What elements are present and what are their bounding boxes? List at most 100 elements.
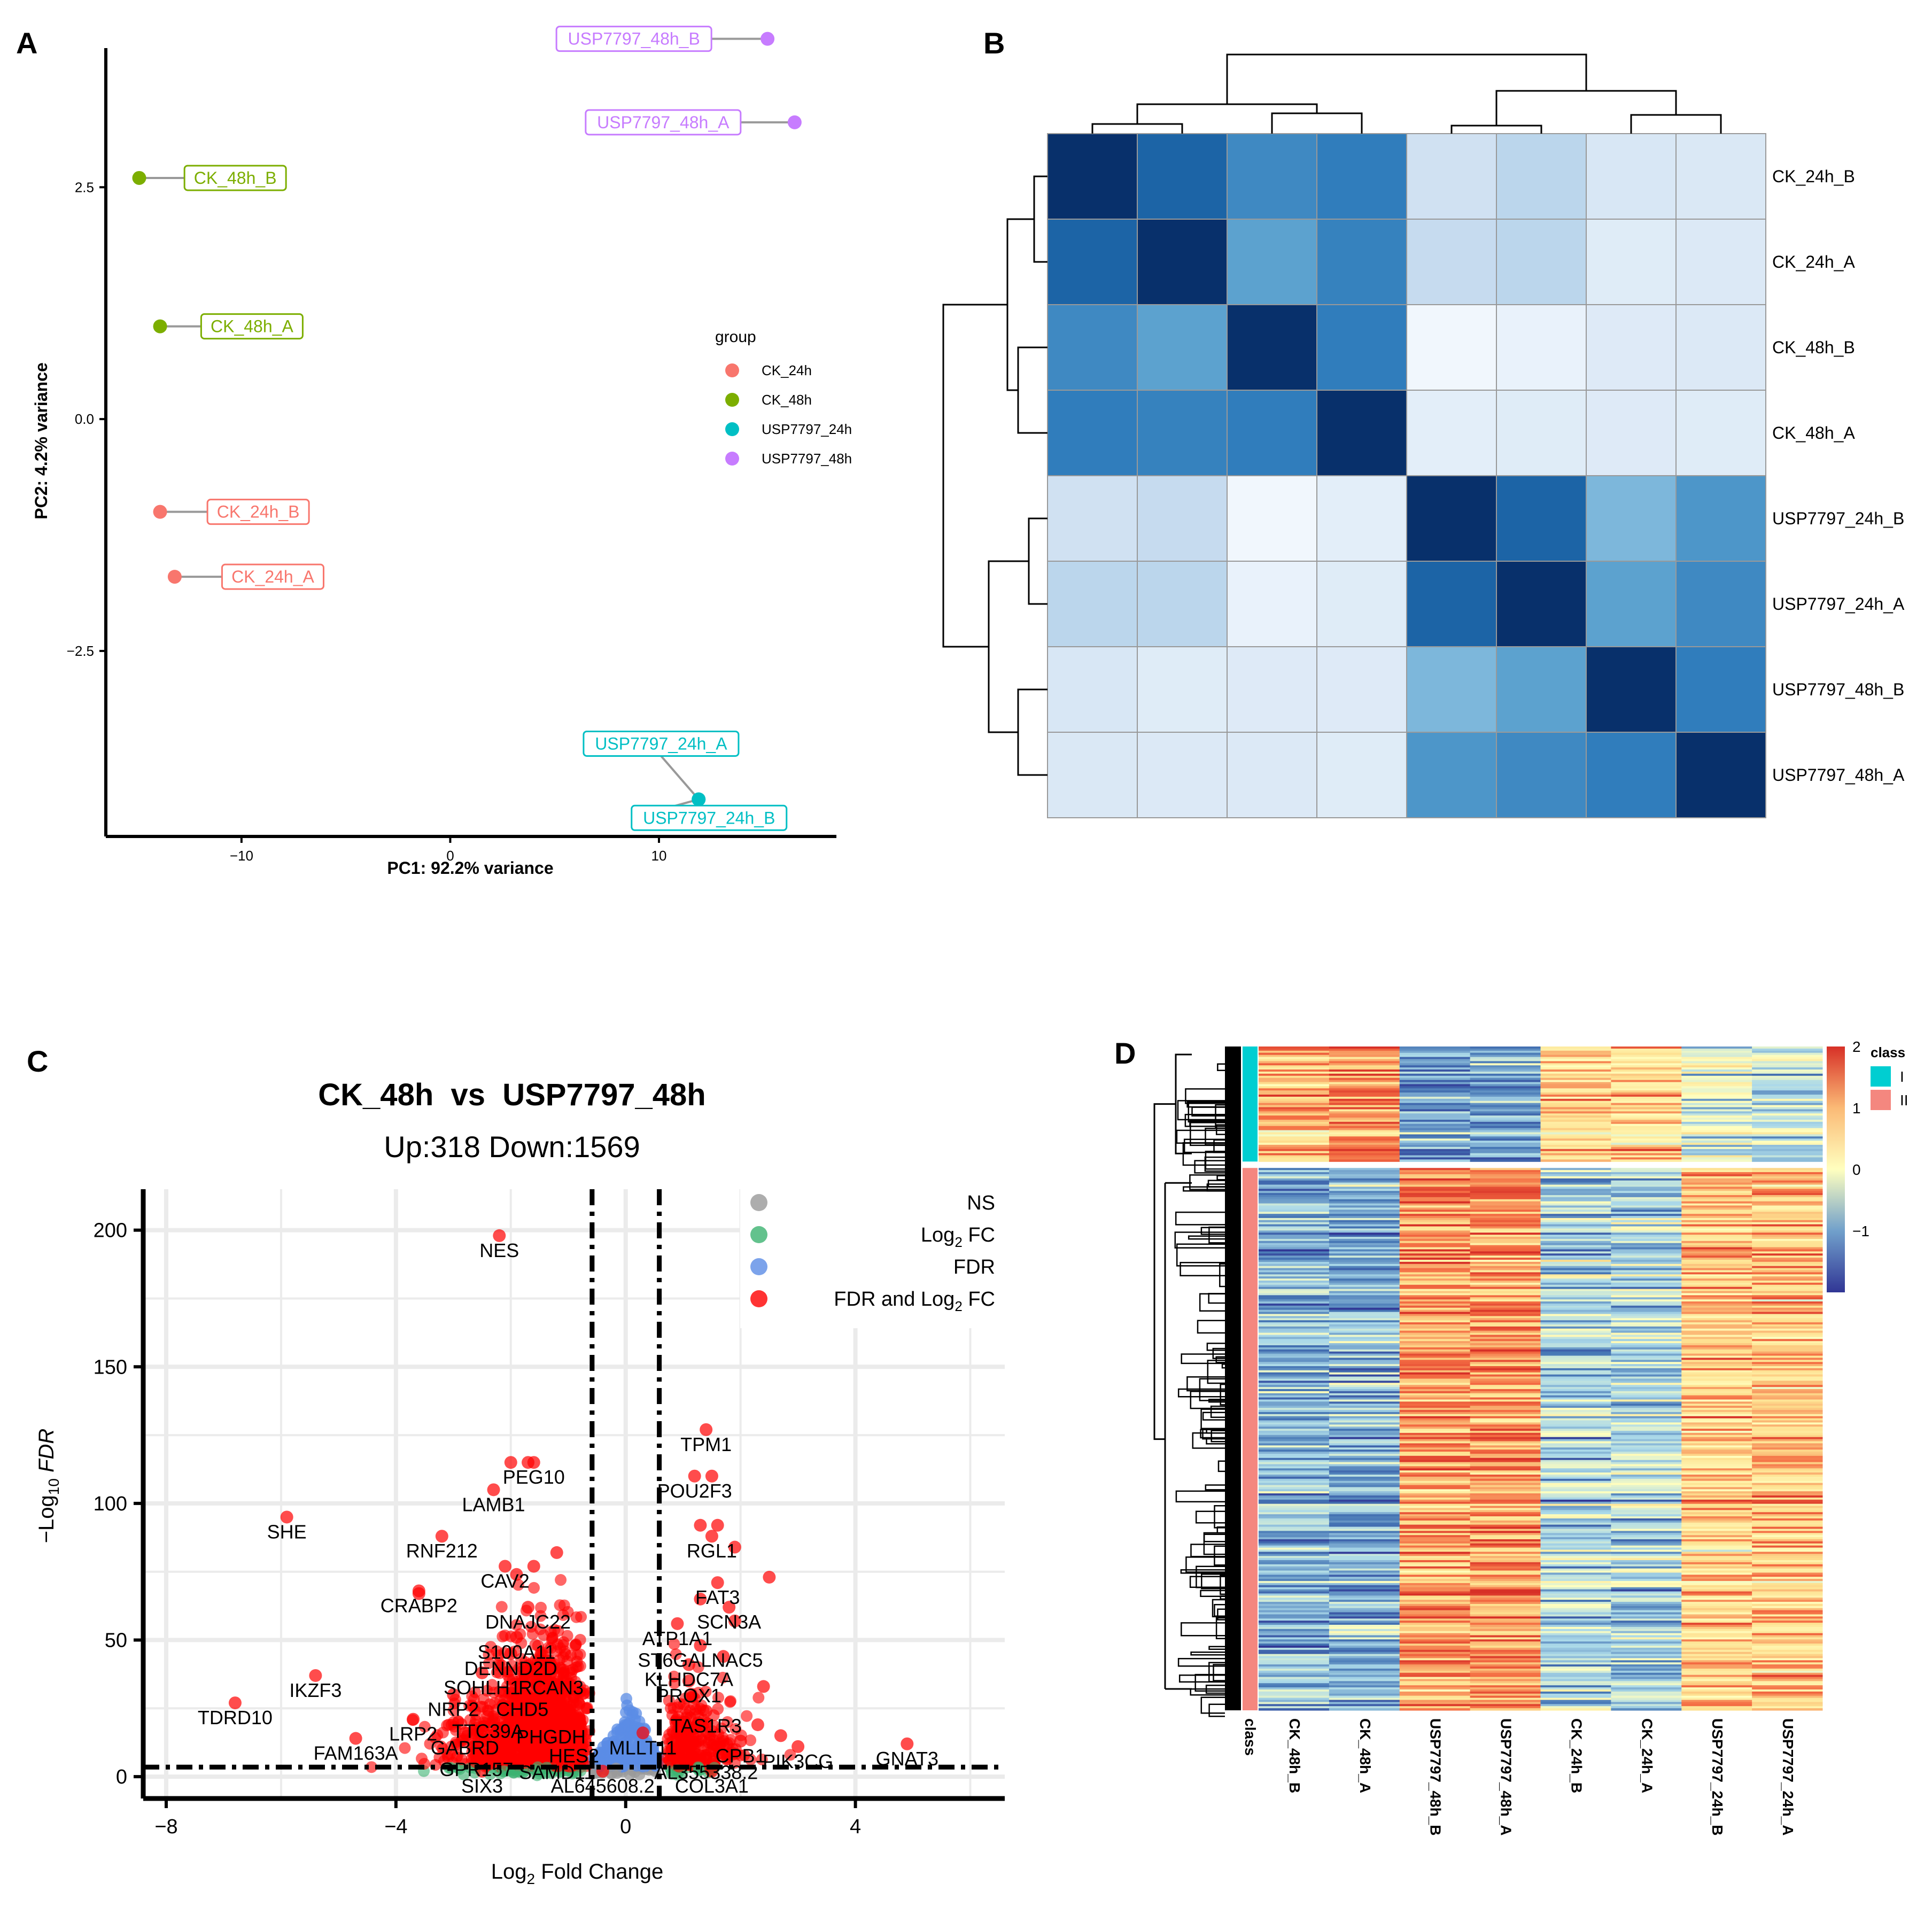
expression-cell: [1752, 1261, 1823, 1265]
expression-cell: [1329, 1497, 1400, 1500]
expression-cell: [1540, 1326, 1611, 1329]
expression-cell: [1540, 1429, 1611, 1431]
expression-cell: [1329, 1143, 1400, 1145]
correlation-cell: [1316, 732, 1407, 818]
correlation-cell: [1406, 561, 1497, 647]
expression-cell: [1540, 1205, 1611, 1208]
expression-cell: [1470, 1303, 1541, 1306]
expression-cell: [1752, 1529, 1823, 1531]
expression-cell: [1259, 1556, 1330, 1559]
expression-cell: [1540, 1210, 1611, 1212]
expression-cell: [1329, 1281, 1400, 1283]
correlation-cell: [1137, 304, 1228, 391]
expression-cell: [1681, 1281, 1752, 1283]
expression-cell: [1611, 1316, 1682, 1319]
expression-cell: [1681, 1149, 1752, 1152]
expression-cell: [1329, 1395, 1400, 1398]
expression-cell: [1259, 1220, 1330, 1223]
expression-cell: [1259, 1174, 1330, 1177]
expression-cell: [1259, 1193, 1330, 1196]
expression-cell: [1329, 1332, 1400, 1336]
expression-cell: [1259, 1629, 1330, 1632]
expression-cell: [1470, 1447, 1541, 1450]
expression-cell: [1681, 1347, 1752, 1350]
expression-cell: [1540, 1476, 1611, 1479]
expression-cell: [1329, 1691, 1400, 1694]
expression-cell: [1259, 1545, 1330, 1548]
expression-cell: [1470, 1199, 1541, 1202]
expression-cell: [1681, 1646, 1752, 1648]
expression-cell: [1752, 1547, 1823, 1551]
expression-cell: [1752, 1071, 1823, 1074]
expression-cell: [1752, 1516, 1823, 1519]
expression-cell: [1540, 1249, 1611, 1252]
expression-cell: [1470, 1138, 1541, 1141]
expression-cell: [1752, 1501, 1823, 1505]
expression-cell: [1259, 1328, 1330, 1331]
expression-cell: [1752, 1082, 1823, 1085]
expression-cell: [1259, 1612, 1330, 1615]
expression-cell: [1611, 1347, 1682, 1350]
expression-cell: [1259, 1241, 1330, 1244]
expression-cell: [1329, 1687, 1400, 1690]
expression-cell: [1259, 1535, 1330, 1538]
expression-cell: [1329, 1358, 1400, 1360]
expression-cell: [1611, 1414, 1682, 1417]
expression-cell: [1681, 1566, 1752, 1569]
expression-cell: [1329, 1235, 1400, 1237]
expression-cell: [1681, 1057, 1752, 1060]
expression-cell: [1752, 1282, 1823, 1285]
expression-cell: [1540, 1364, 1611, 1367]
expression-cell: [1611, 1263, 1682, 1267]
expression-cell: [1329, 1330, 1400, 1334]
expression-cell: [1681, 1683, 1752, 1686]
expression-cell: [1681, 1506, 1752, 1509]
expression-cell: [1399, 1345, 1471, 1348]
expression-cell: [1329, 1662, 1400, 1665]
expression-cell: [1259, 1422, 1330, 1425]
expression-cell: [1681, 1077, 1752, 1081]
expression-cell: [1259, 1138, 1330, 1141]
expression-cell: [1259, 1429, 1330, 1431]
expression-cell: [1399, 1462, 1471, 1465]
expression-cell: [1681, 1552, 1752, 1554]
expression-cell: [1329, 1600, 1400, 1602]
expression-cell: [1259, 1159, 1330, 1162]
expression-cell: [1399, 1065, 1471, 1068]
expression-cell: [1399, 1366, 1471, 1369]
expression-cell: [1399, 1637, 1471, 1640]
expression-cell: [1399, 1307, 1471, 1311]
expression-cell: [1681, 1061, 1752, 1064]
expression-cell: [1259, 1685, 1330, 1688]
expression-cell: [1540, 1602, 1611, 1604]
correlation-row-label: CK_48h_A: [1772, 423, 1855, 443]
expression-cell: [1681, 1689, 1752, 1692]
expression-cell: [1540, 1549, 1611, 1552]
expression-cell: [1681, 1489, 1752, 1492]
expression-cell: [1329, 1052, 1400, 1056]
expression-cell: [1540, 1341, 1611, 1344]
expression-cell: [1470, 1401, 1541, 1404]
expression-cell: [1611, 1468, 1682, 1471]
expression-cell: [1540, 1128, 1611, 1131]
expression-cell: [1752, 1706, 1823, 1709]
expression-cell: [1329, 1672, 1400, 1676]
expression-cell: [1752, 1092, 1823, 1095]
expression-cell: [1259, 1641, 1330, 1644]
expression-cell: [1681, 1241, 1752, 1244]
expression-cell: [1259, 1483, 1330, 1486]
expression-cell: [1329, 1401, 1400, 1404]
expression-cell: [1752, 1360, 1823, 1362]
expression-cell: [1681, 1351, 1752, 1354]
expression-cell: [1752, 1668, 1823, 1671]
expression-cell: [1752, 1624, 1823, 1627]
expression-cell: [1611, 1480, 1682, 1484]
expression-cell: [1540, 1493, 1611, 1496]
volcano-gene-label: CHD5: [496, 1699, 548, 1720]
expression-cell: [1470, 1132, 1541, 1135]
expression-cell: [1329, 1670, 1400, 1673]
expression-cell: [1752, 1537, 1823, 1540]
expression-cell: [1470, 1493, 1541, 1496]
expression-cell: [1540, 1556, 1611, 1559]
expression-cell: [1399, 1295, 1471, 1298]
